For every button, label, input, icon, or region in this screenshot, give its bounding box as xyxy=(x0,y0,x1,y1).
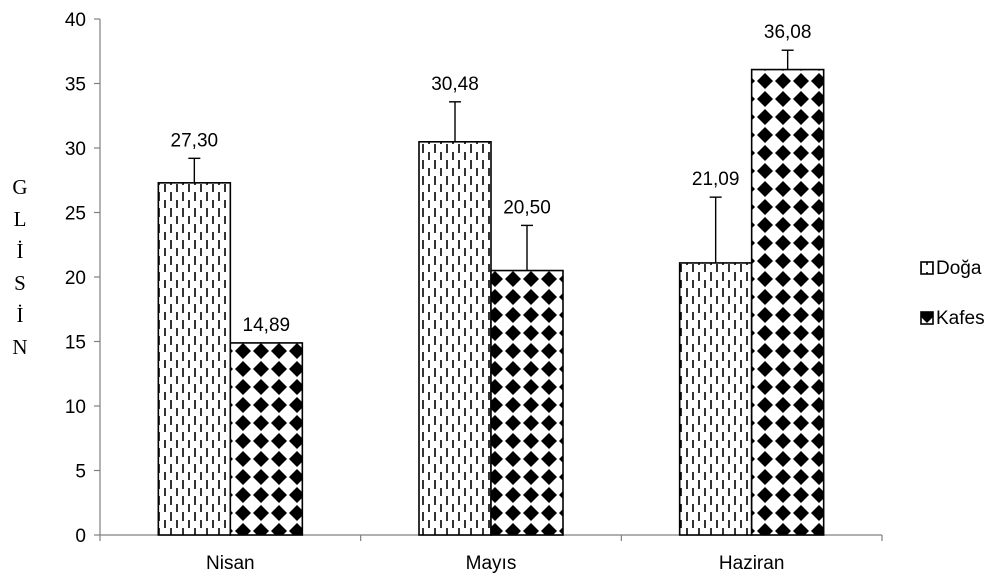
y-tick-label: 30 xyxy=(65,139,86,160)
bar-doga xyxy=(157,182,232,536)
bar-kafes xyxy=(229,342,304,536)
y-tick-label: 20 xyxy=(65,268,86,289)
x-tick-label: Mayıs xyxy=(466,553,517,574)
legend-swatch-kafes xyxy=(920,311,934,325)
y-tick-label: 40 xyxy=(65,10,86,31)
y-axis-label-letter: L xyxy=(14,207,27,231)
x-tick-label: Haziran xyxy=(719,553,784,574)
data-label: 14,89 xyxy=(243,315,291,336)
bar-doga xyxy=(418,141,492,536)
data-label: 36,08 xyxy=(764,22,812,43)
y-axis-label-letter: N xyxy=(12,335,27,359)
bar-kafes xyxy=(750,68,825,536)
y-tick-label: 0 xyxy=(75,526,86,547)
x-tick-label: Nisan xyxy=(206,553,255,574)
legend-swatch-doga xyxy=(920,261,934,275)
legend-label-doga: Doğa xyxy=(936,258,982,279)
data-label: 20,50 xyxy=(503,197,551,218)
y-tick-label: 15 xyxy=(65,333,86,354)
y-axis-label-letter: G xyxy=(12,175,27,199)
y-axis-label-letter: İ xyxy=(17,303,24,327)
y-tick-label: 10 xyxy=(65,397,86,418)
y-tick-label: 35 xyxy=(65,75,86,96)
y-axis-label-letter: İ xyxy=(17,239,24,263)
data-label: 21,09 xyxy=(692,169,740,190)
legend-label-kafes: Kafes xyxy=(936,308,985,329)
bar-kafes xyxy=(490,269,564,536)
y-axis-label-letter: S xyxy=(14,271,26,295)
bar-doga xyxy=(678,262,753,536)
data-label: 27,30 xyxy=(171,130,219,151)
data-label: 30,48 xyxy=(431,74,479,95)
y-tick-label: 25 xyxy=(65,204,86,225)
y-tick-label: 5 xyxy=(75,462,86,483)
